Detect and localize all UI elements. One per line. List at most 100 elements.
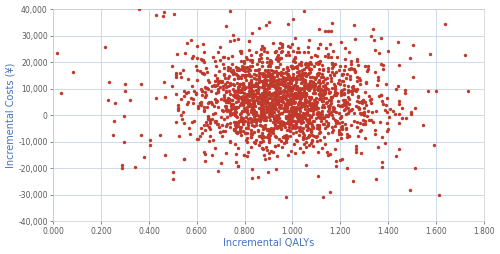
Point <box>315 111 323 115</box>
Point <box>202 152 209 156</box>
Point <box>239 100 247 104</box>
Point <box>253 90 261 94</box>
Point <box>330 106 338 110</box>
Point <box>301 115 309 119</box>
Point <box>315 77 323 82</box>
Point <box>229 102 237 106</box>
Point <box>281 76 289 80</box>
Point <box>244 150 252 154</box>
Point <box>340 101 348 105</box>
Point <box>200 72 207 76</box>
Point <box>266 73 274 77</box>
Point <box>252 81 260 85</box>
Point <box>293 119 301 123</box>
Point <box>284 128 292 132</box>
Point <box>288 88 296 92</box>
Point <box>287 108 295 112</box>
Point <box>264 105 272 109</box>
Point <box>276 80 284 84</box>
Point <box>338 104 346 108</box>
Point <box>259 148 267 152</box>
Point <box>366 98 374 102</box>
Point <box>274 55 281 59</box>
Point <box>334 99 342 103</box>
Point <box>318 122 326 126</box>
Point <box>326 190 334 194</box>
Point <box>320 135 328 139</box>
Point <box>350 23 358 27</box>
Point <box>400 91 408 95</box>
Point <box>319 93 327 97</box>
Point <box>225 97 233 101</box>
Point <box>265 151 273 155</box>
Point <box>300 101 308 105</box>
Point <box>292 91 300 95</box>
Point <box>184 126 192 130</box>
Point <box>261 99 269 103</box>
Point <box>258 52 266 56</box>
Point <box>222 106 230 110</box>
Point <box>262 92 270 96</box>
Point <box>344 106 351 110</box>
Point <box>270 110 278 114</box>
Point <box>340 83 348 87</box>
Point <box>254 26 262 30</box>
Point <box>256 101 264 105</box>
Point <box>298 76 306 81</box>
Point <box>316 94 324 98</box>
Point <box>206 81 214 85</box>
Point <box>283 104 291 108</box>
Point <box>264 68 272 72</box>
Point <box>328 101 336 105</box>
Point <box>235 119 243 123</box>
Point <box>260 83 268 87</box>
Point <box>242 131 250 135</box>
Point <box>104 80 112 84</box>
Point <box>256 47 264 51</box>
Point <box>293 112 301 116</box>
Point <box>262 90 270 94</box>
Point <box>346 89 354 93</box>
Point <box>300 86 308 90</box>
Point <box>258 64 266 68</box>
Point <box>276 121 283 125</box>
Point <box>273 117 281 121</box>
Point <box>181 51 189 55</box>
Point <box>121 82 129 86</box>
Point <box>200 123 208 127</box>
Point <box>271 98 279 102</box>
Point <box>248 167 256 171</box>
Point <box>352 37 360 41</box>
Point <box>271 119 279 123</box>
Point <box>310 134 318 138</box>
Point <box>194 68 202 72</box>
Point <box>312 105 320 109</box>
Point <box>279 106 287 110</box>
Point <box>271 83 279 87</box>
Point <box>232 131 240 135</box>
Point <box>276 137 283 141</box>
Point <box>314 127 322 131</box>
Point <box>258 91 266 96</box>
Point <box>338 72 346 76</box>
Point <box>244 73 252 77</box>
Point <box>290 119 298 123</box>
Point <box>268 98 276 102</box>
Point <box>263 99 271 103</box>
Point <box>202 66 210 70</box>
Point <box>237 51 245 55</box>
Point <box>244 57 252 61</box>
Point <box>235 68 243 72</box>
Point <box>254 90 262 94</box>
Point <box>300 89 308 93</box>
Point <box>259 126 267 131</box>
Point <box>324 104 332 108</box>
Point <box>250 84 258 88</box>
Point <box>264 83 272 87</box>
Point <box>250 140 258 144</box>
Point <box>200 58 207 62</box>
Point <box>378 165 386 169</box>
Point <box>226 74 234 78</box>
Point <box>328 113 336 117</box>
Point <box>234 99 241 103</box>
